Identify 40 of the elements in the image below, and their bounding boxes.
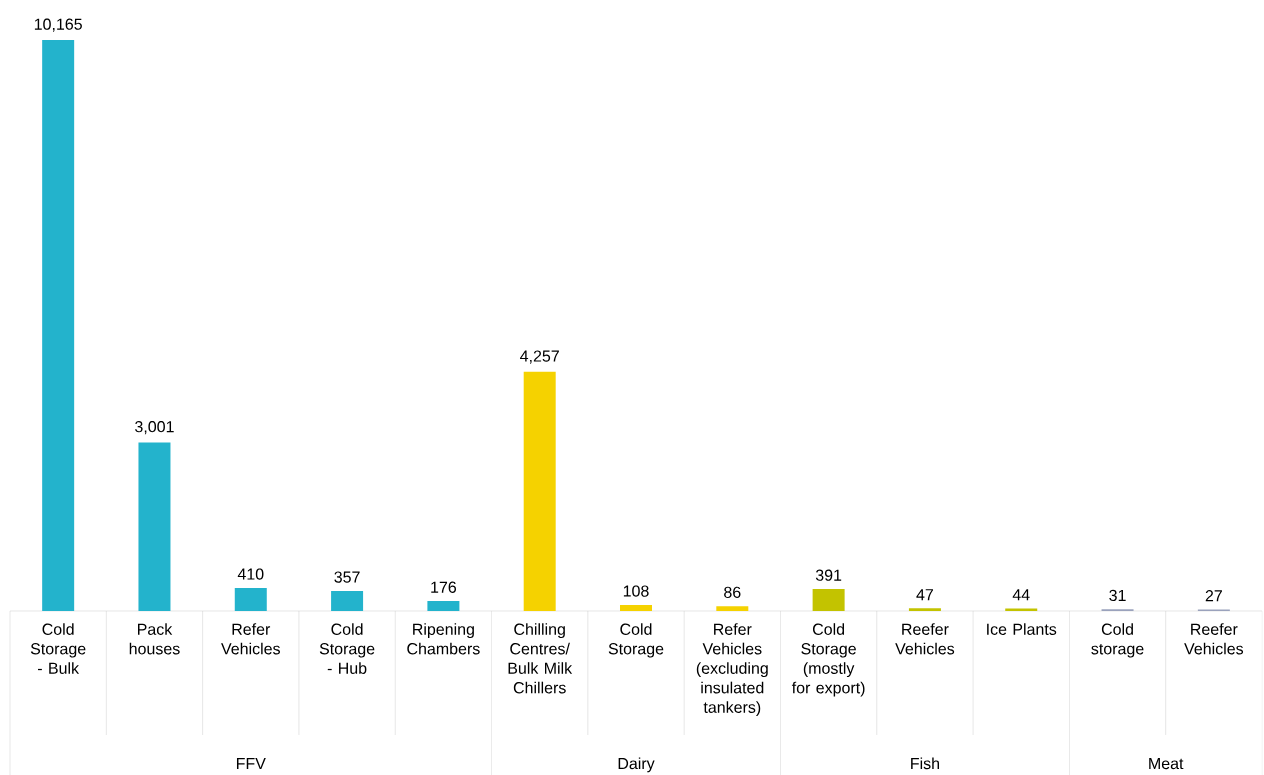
text: Meat [1149,757,1184,770]
bar [812,589,845,611]
x-tick-label: Reefer Vehicles [895,623,955,655]
bar [331,590,364,611]
x-tick-label: Chilling Centres/ Bulk Milk Chillers [508,623,573,694]
x-tick-label: Ice Plants [987,623,1057,635]
bar [234,587,267,611]
data-label: 31 [1109,589,1126,602]
data-label: 357 [334,571,360,583]
data-label: 391 [815,569,842,581]
x-tick-label: Cold Storage - Bulk [30,623,86,674]
bar [620,604,652,611]
bar [427,601,460,611]
bar [138,442,171,611]
x-tick-label: Cold Storage (mostly for export) [791,623,865,697]
bar [523,371,556,611]
x-tick-label: Reefer Vehicles [1184,623,1244,655]
x-tick-label: Cold storage [1091,623,1144,658]
x-tick-label: Ripening Chambers [407,623,480,655]
text: FFV [236,757,266,769]
data-label: 86 [724,586,741,598]
bar [42,39,75,611]
data-label: 27 [1205,590,1222,602]
data-label: 3,001 [135,420,174,435]
data-label: 47 [916,589,934,601]
x-tick-label: Pack houses [129,623,180,655]
data-label: 10,165 [34,18,82,32]
data-label: 4,257 [520,350,559,364]
data-label: 176 [431,581,457,593]
bar [716,606,749,611]
x-tick-label: Refer Vehicles (excluding insulated tankers) [696,623,768,717]
data-label: 108 [623,585,649,597]
data-label: 410 [237,568,264,580]
x-tick-label: Refer Vehicles [221,623,280,655]
text: Fish [911,757,939,770]
text: Dairy [618,757,655,773]
bar [908,608,941,611]
x-tick-label: Cold Storage - Hub [319,623,375,674]
data-label: 44 [1012,589,1030,601]
x-tick-label: Cold Storage [608,623,664,658]
